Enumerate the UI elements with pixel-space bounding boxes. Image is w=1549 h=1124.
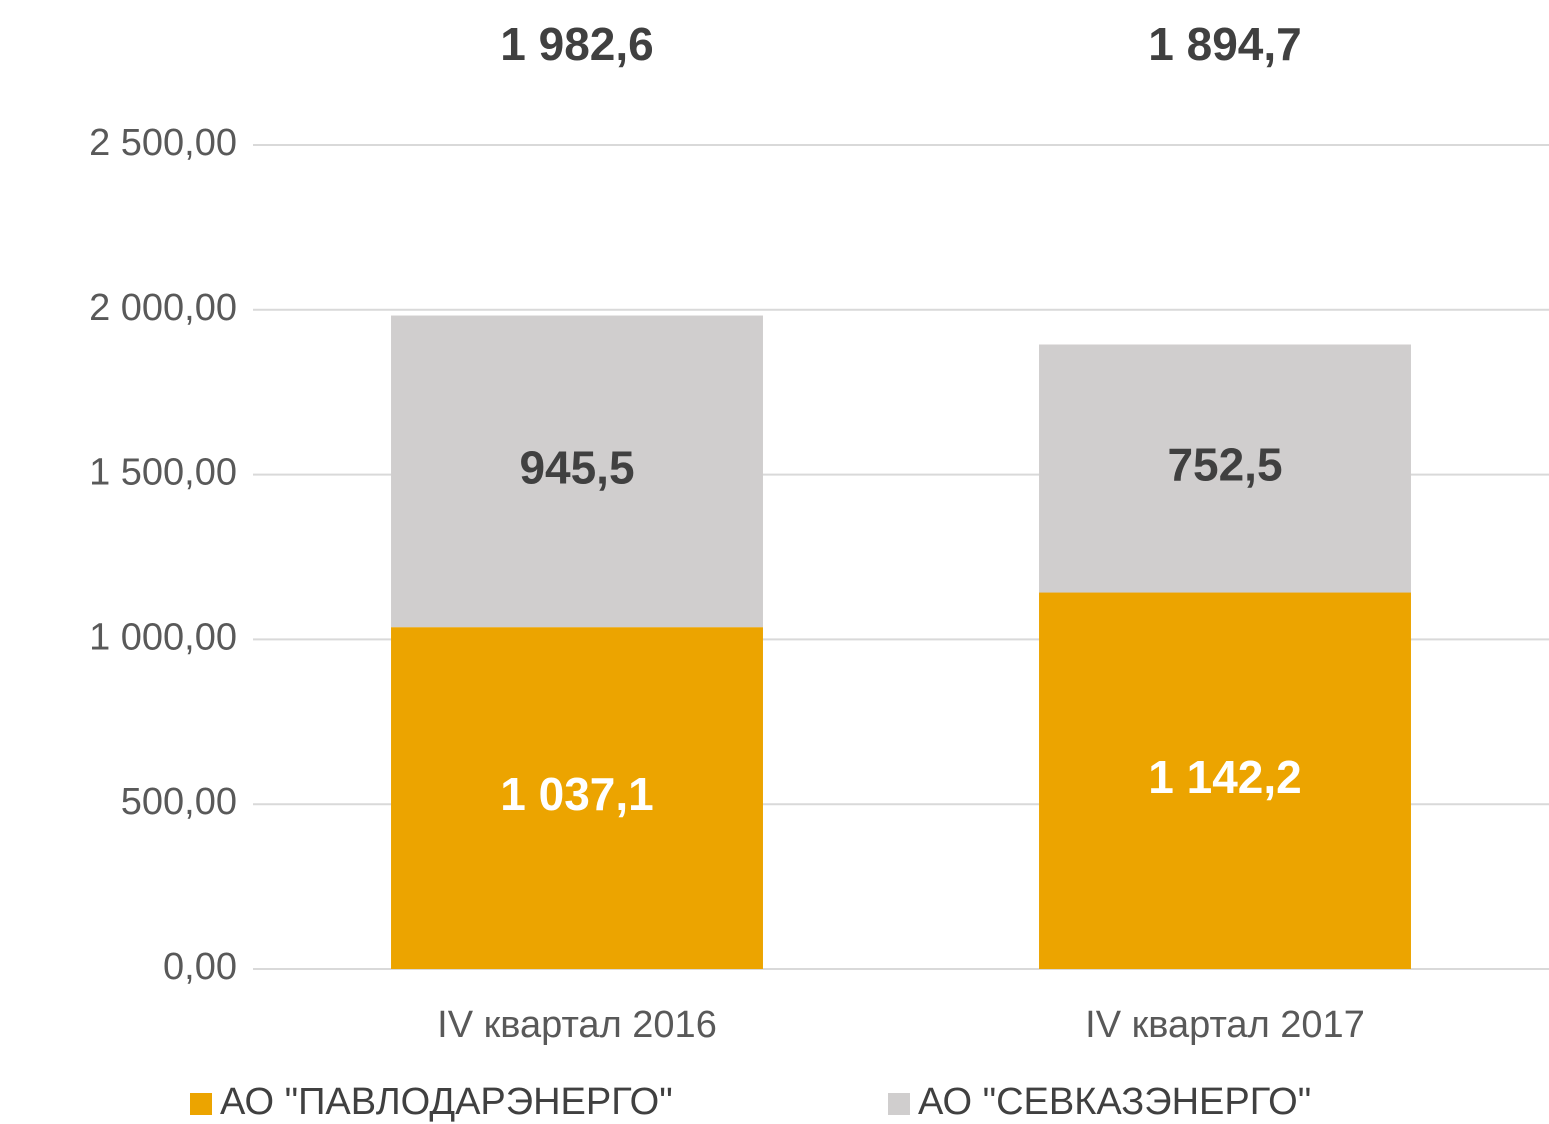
bar-segment — [391, 315, 763, 628]
y-tick-label: 1 000,00 — [89, 616, 237, 658]
bar-segment — [1039, 592, 1411, 969]
bar-segment — [1039, 344, 1411, 593]
y-tick-label: 2 500,00 — [89, 122, 237, 164]
y-tick-label: 2 000,00 — [89, 287, 237, 329]
data-label: 752,5 — [1167, 439, 1282, 491]
bar-segment — [391, 627, 763, 969]
total-label: 1 894,7 — [1148, 18, 1301, 70]
legend-swatch — [888, 1093, 910, 1115]
data-label: 1 142,2 — [1148, 751, 1301, 803]
data-label: 1 037,1 — [500, 768, 653, 820]
legend-swatch — [190, 1093, 212, 1115]
y-tick-label: 0,00 — [163, 946, 237, 988]
legend-label: АО "ПАВЛОДАРЭНЕРГО" — [220, 1081, 673, 1123]
x-tick-label: IV квартал 2017 — [1085, 1004, 1365, 1046]
legend-label: АО "СЕВКАЗЭНЕРГО" — [918, 1081, 1311, 1123]
y-tick-label: 500,00 — [121, 781, 237, 823]
data-label: 945,5 — [519, 442, 634, 494]
y-tick-label: 1 500,00 — [89, 452, 237, 494]
x-tick-label: IV квартал 2016 — [437, 1004, 717, 1046]
total-label: 1 982,6 — [500, 18, 653, 70]
